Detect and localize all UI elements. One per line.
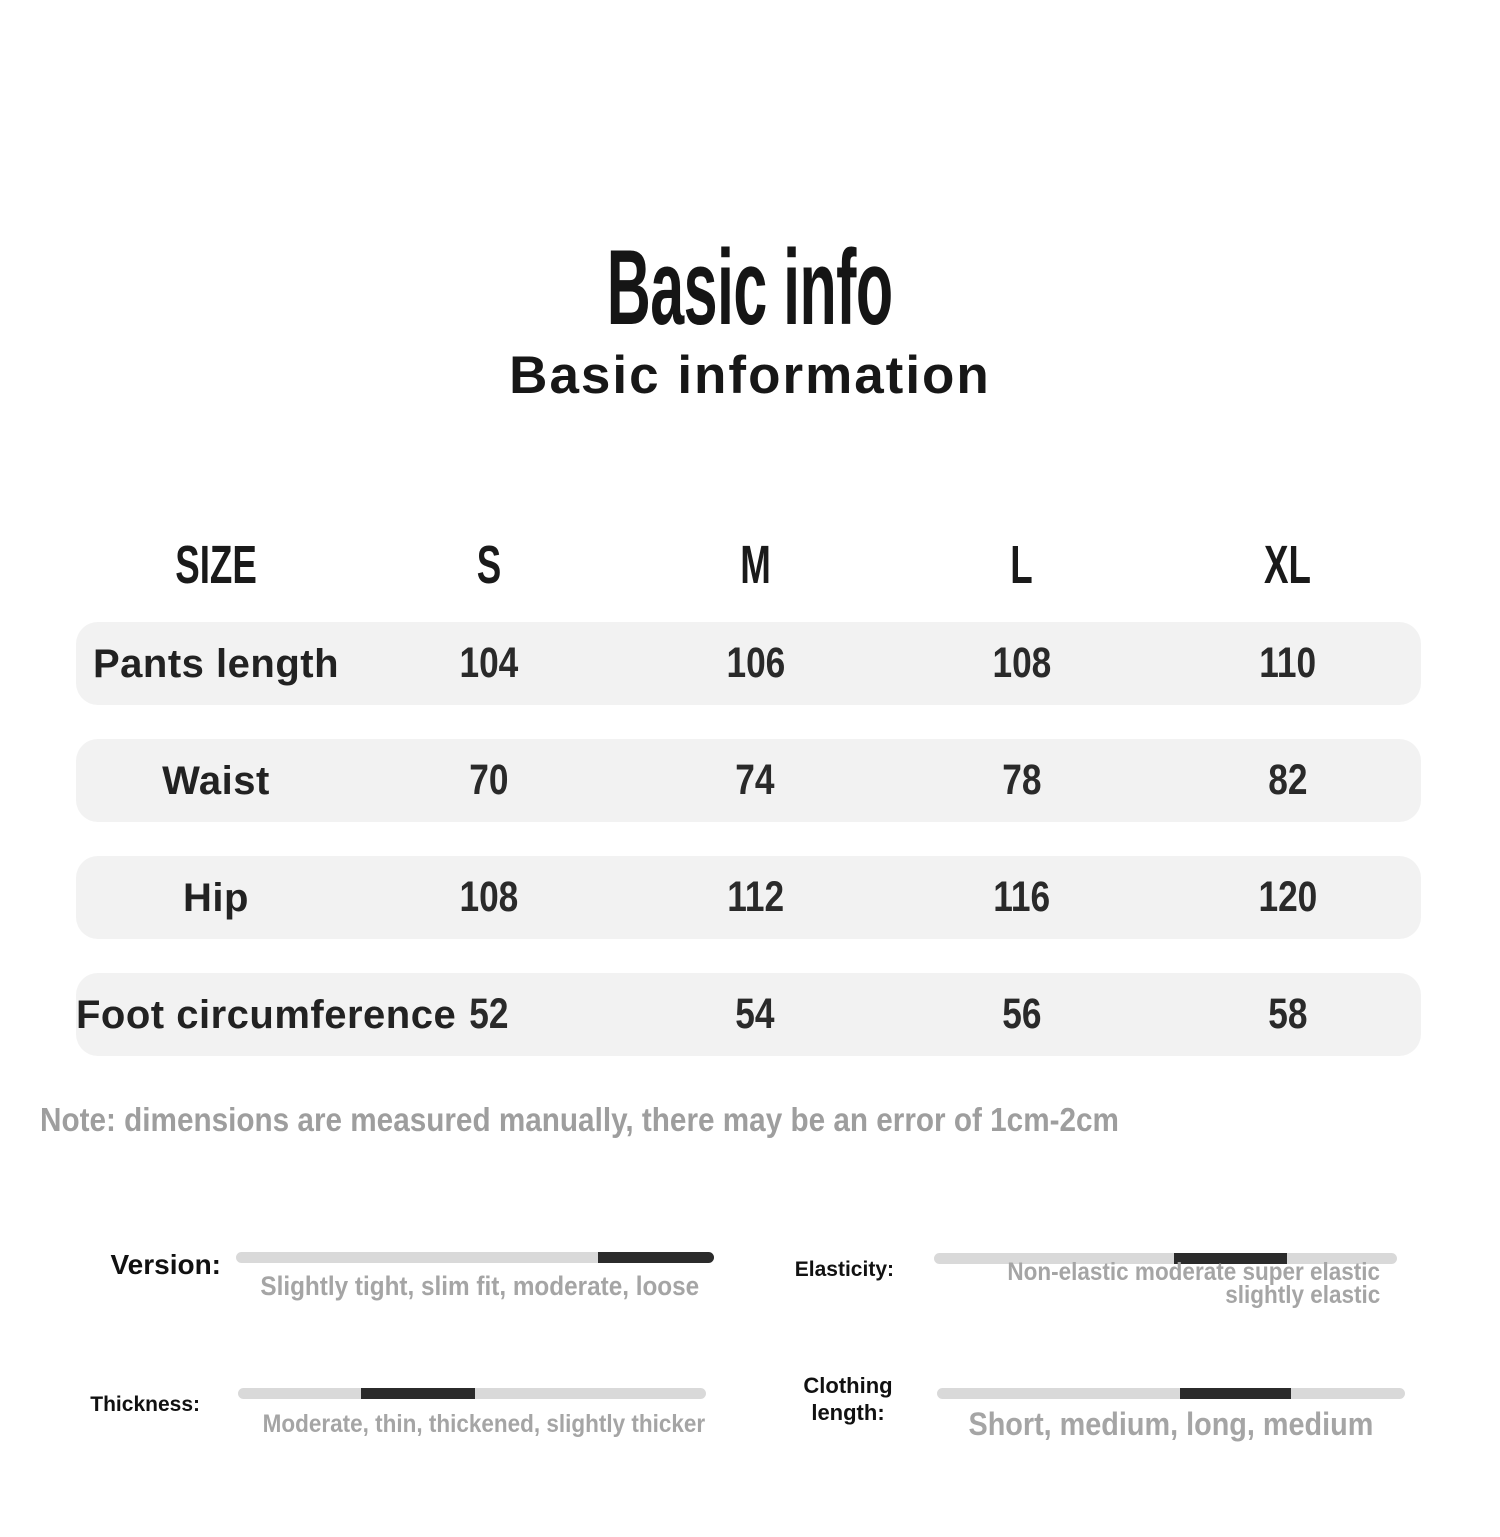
version-caption: Slightly tight, slim fit, moderate, loos…	[260, 1271, 700, 1301]
elasticity-scale-range	[1173, 1253, 1287, 1264]
size-value: 110	[1259, 639, 1317, 687]
clothing-length-caption: Short, medium, long, medium	[968, 1406, 1374, 1442]
thickness-scale-track	[238, 1388, 706, 1399]
table-row-hip: Hip 108 112 116 120	[76, 856, 1421, 939]
size-table-header: SIZE S M L XL	[76, 528, 1421, 602]
size-value: 104	[459, 639, 519, 687]
size-value: 108	[459, 873, 519, 921]
size-value: 120	[1258, 873, 1318, 921]
thickness-label: Thickness:	[90, 1393, 200, 1416]
size-value: 52	[469, 990, 509, 1038]
row-label: Waist	[162, 758, 270, 803]
size-value: 112	[726, 873, 784, 921]
clothing-length-label: Clothing length:	[803, 1373, 893, 1425]
version-scale-range	[597, 1252, 714, 1263]
size-value: 54	[735, 990, 775, 1038]
page-title: Basic info	[0, 234, 1500, 341]
size-value: 56	[1002, 990, 1042, 1038]
size-value: 78	[1002, 756, 1042, 804]
elasticity-caption: Non-elastic moderate super elastic sligh…	[1007, 1258, 1380, 1309]
page-title-text: Basic info	[607, 227, 893, 347]
column-header-l: L	[1010, 535, 1033, 595]
version-scale-track	[236, 1252, 714, 1263]
size-value: 70	[469, 756, 509, 804]
table-row-pants-length: Pants length 104 106 108 110	[76, 622, 1421, 705]
size-value: 58	[1268, 990, 1308, 1038]
thickness-caption: Moderate, thin, thickened, slightly thic…	[262, 1410, 706, 1438]
column-header-m: M	[740, 535, 771, 595]
size-value: 82	[1268, 756, 1308, 804]
elasticity-scale-track	[934, 1253, 1397, 1264]
table-row-waist: Waist 70 74 78 82	[76, 739, 1421, 822]
clothing-length-scale-range	[1179, 1388, 1292, 1399]
size-value: 108	[992, 639, 1052, 687]
clothing-length-scale-track	[937, 1388, 1405, 1399]
size-value: 74	[735, 756, 775, 804]
thickness-scale-range	[361, 1388, 476, 1399]
row-label: Foot circumference	[76, 992, 457, 1037]
table-row-foot-circumference: Foot circumference 52 54 56 58	[76, 973, 1421, 1056]
column-header-size: SIZE	[175, 535, 257, 595]
row-label: Pants length	[92, 641, 340, 686]
row-label: Hip	[183, 875, 249, 920]
page-subtitle: Basic information	[509, 346, 991, 405]
size-table: Pants length 104 106 108 110 Waist 70 74…	[76, 622, 1421, 1090]
column-header-xl: XL	[1264, 535, 1312, 595]
measurement-note: Note: dimensions are measured manually, …	[40, 1101, 1119, 1138]
size-value: 116	[993, 873, 1051, 921]
size-value: 106	[725, 639, 785, 687]
column-header-s: S	[476, 535, 502, 595]
version-label: Version:	[110, 1249, 221, 1280]
elasticity-label: Elasticity:	[794, 1258, 894, 1281]
